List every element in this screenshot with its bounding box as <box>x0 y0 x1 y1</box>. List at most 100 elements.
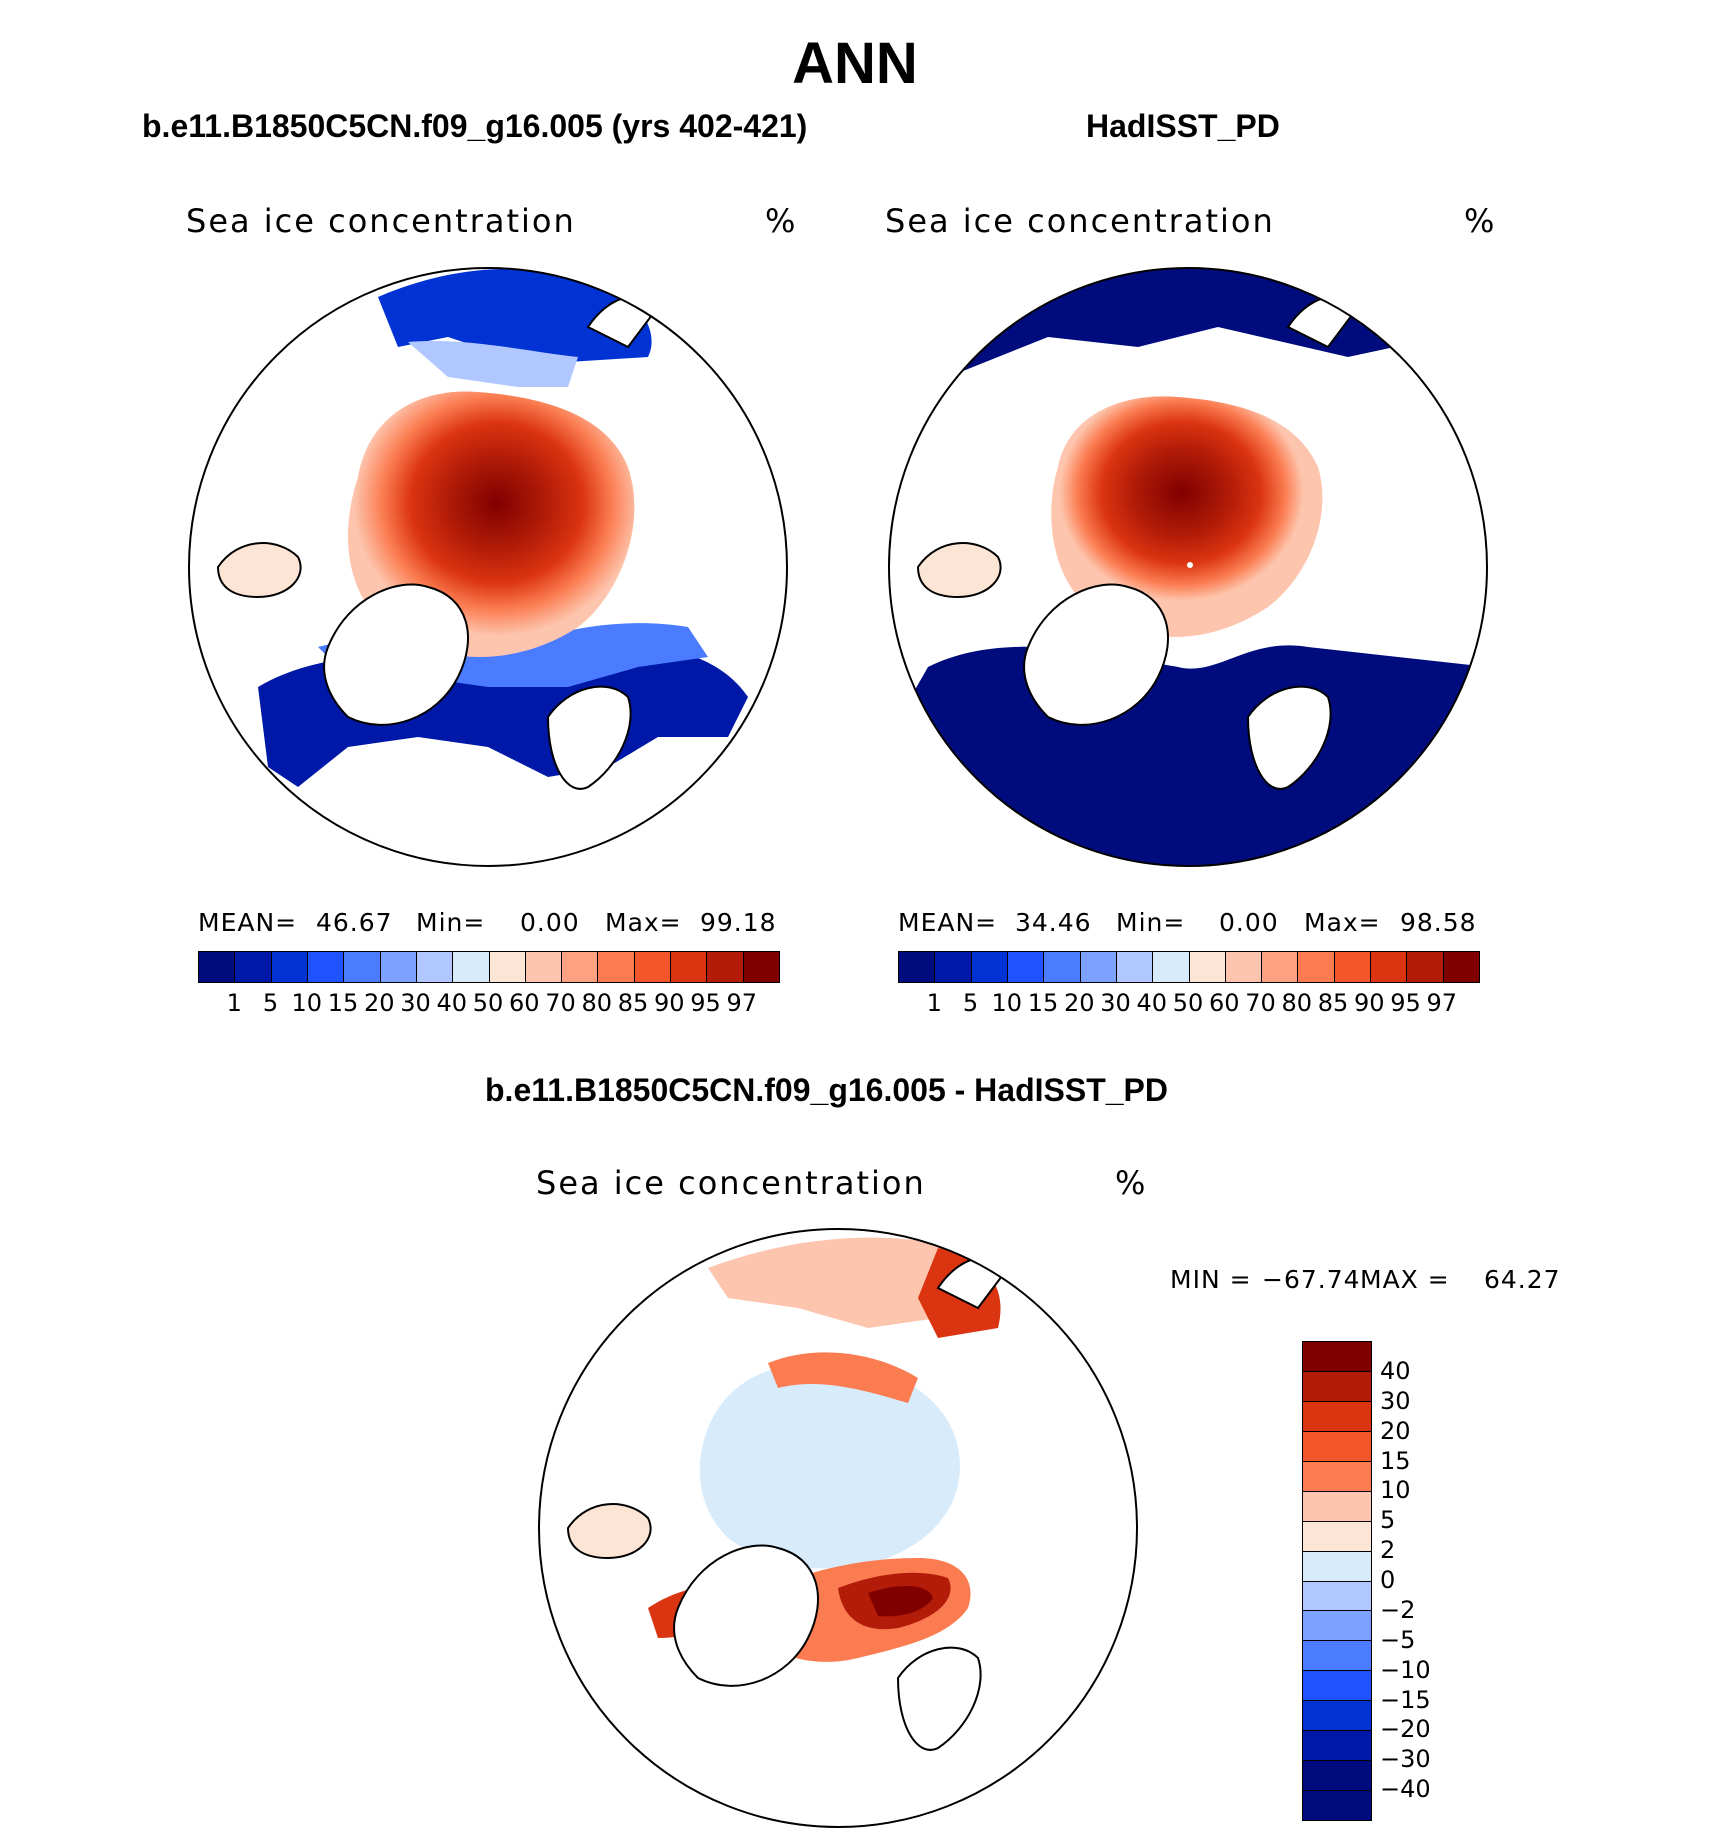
colorbar-tick-label: 70 <box>545 989 576 1017</box>
colorbar-tick-label: 50 <box>1172 989 1204 1017</box>
panel-1-mean-value: 46.67 <box>316 908 393 937</box>
colorbar-swatch <box>1303 1581 1371 1612</box>
colorbar-swatch <box>1303 1701 1371 1732</box>
colorbar-tick-label: 40 <box>436 989 468 1017</box>
panel-1-case-title: b.e11.B1850C5CN.f09_g16.005 (yrs 402-421… <box>142 108 808 144</box>
colorbar-swatch <box>743 952 779 982</box>
panel-2-units-label: % <box>1464 202 1497 240</box>
panel-2-max-value: 98.58 <box>1400 908 1477 937</box>
diff-units-label: % <box>1115 1164 1148 1202</box>
colorbar-tick-label: 20 <box>1380 1416 1411 1445</box>
colorbar-tick-label: 0 <box>1380 1566 1396 1594</box>
panel-1-variable-label: Sea ice concentration <box>186 202 576 240</box>
colorbar-swatch <box>1371 952 1408 982</box>
colorbar-tick-label: 2 <box>1380 1536 1396 1565</box>
colorbar-swatch <box>899 952 936 982</box>
panel-1-polar-map <box>188 267 788 867</box>
colorbar-swatch <box>598 952 635 982</box>
panel-2-polar-map <box>888 267 1488 867</box>
colorbar-swatch <box>1303 1641 1371 1672</box>
colorbar-tick-label: 20 <box>1063 989 1095 1017</box>
colorbar-swatch <box>1303 1491 1371 1522</box>
colorbar-tick-label: 10 <box>1380 1476 1411 1505</box>
panel-2-mean-value: 34.46 <box>1015 908 1092 937</box>
colorbar-swatch <box>1303 1731 1371 1762</box>
panel-2-max-label: Max= <box>1304 908 1381 937</box>
colorbar-tick-label: 80 <box>581 989 613 1017</box>
colorbar-swatch <box>416 952 454 982</box>
colorbar-tick-label: 40 <box>1136 989 1168 1017</box>
panel-2-variable-label: Sea ice concentration <box>885 202 1275 240</box>
colorbar-swatch <box>307 952 345 982</box>
colorbar-swatch <box>1303 1791 1371 1820</box>
colorbar-tick-label: 60 <box>508 989 540 1017</box>
colorbar-tick-label: 1 <box>226 989 242 1017</box>
colorbar-tick-label: 90 <box>653 989 685 1017</box>
figure-title: ANN <box>792 31 918 96</box>
colorbar-tick-label: 10 <box>991 989 1023 1017</box>
colorbar-tick-label: 95 <box>1390 989 1421 1017</box>
panel-2-mean-label: MEAN= <box>898 908 998 937</box>
colorbar-tick-label: −40 <box>1380 1775 1431 1804</box>
diff-colorbar <box>1302 1341 1372 1821</box>
colorbar-swatch <box>489 952 526 982</box>
colorbar-swatch <box>453 952 490 982</box>
diff-variable-label: Sea ice concentration <box>536 1164 926 1202</box>
panel-1-max-label: Max= <box>605 908 682 937</box>
colorbar-swatch <box>525 952 563 982</box>
panel-2-colorbar <box>898 951 1480 983</box>
colorbar-swatch <box>1334 952 1372 982</box>
panel-1-colorbar <box>198 951 780 983</box>
colorbar-swatch <box>1189 952 1226 982</box>
colorbar-swatch <box>1116 952 1154 982</box>
colorbar-swatch <box>1303 1611 1371 1642</box>
colorbar-tick-label: 10 <box>291 989 323 1017</box>
diff-max-value: 64.27 <box>1484 1265 1561 1294</box>
diff-min-value: −67.74 <box>1262 1265 1361 1294</box>
colorbar-swatch <box>1303 1551 1371 1582</box>
colorbar-tick-label: −5 <box>1380 1625 1416 1654</box>
colorbar-swatch <box>1303 1401 1371 1432</box>
colorbar-swatch <box>1443 952 1479 982</box>
colorbar-tick-label: 95 <box>690 989 721 1017</box>
colorbar-tick-label: 5 <box>962 989 979 1017</box>
colorbar-swatch <box>1298 952 1335 982</box>
colorbar-swatch <box>935 952 972 982</box>
colorbar-tick-label: −10 <box>1380 1655 1431 1684</box>
colorbar-swatch <box>1303 1461 1371 1492</box>
colorbar-tick-label: 15 <box>1380 1446 1411 1475</box>
colorbar-tick-label: −30 <box>1380 1745 1431 1774</box>
colorbar-swatch <box>1153 952 1190 982</box>
panel-1-max-value: 99.18 <box>700 908 777 937</box>
colorbar-swatch <box>344 952 381 982</box>
colorbar-swatch <box>1262 952 1299 982</box>
diff-case-title: b.e11.B1850C5CN.f09_g16.005 - HadISST_PD <box>485 1072 1168 1108</box>
panel-1-min-value: 0.00 <box>520 908 580 937</box>
colorbar-tick-label: 90 <box>1353 989 1385 1017</box>
colorbar-tick-label: 85 <box>1317 989 1349 1017</box>
panel-1-units-label: % <box>765 202 798 240</box>
colorbar-swatch <box>671 952 708 982</box>
colorbar-tick-label: 30 <box>1100 989 1131 1017</box>
colorbar-tick-label: 97 <box>726 989 758 1017</box>
colorbar-swatch <box>1007 952 1045 982</box>
colorbar-tick-label: 85 <box>617 989 649 1017</box>
colorbar-tick-label: 40 <box>1380 1356 1411 1385</box>
colorbar-swatch <box>562 952 599 982</box>
panel-2-min-label: Min= <box>1116 908 1186 937</box>
colorbar-tick-label: 5 <box>1380 1506 1396 1535</box>
colorbar-swatch <box>199 952 236 982</box>
panel-2-min-value: 0.00 <box>1219 908 1279 937</box>
colorbar-swatch <box>271 952 308 982</box>
colorbar-tick-label: 5 <box>262 989 279 1017</box>
panel-1-min-label: Min= <box>416 908 486 937</box>
diff-max-label: MAX = <box>1360 1265 1450 1294</box>
colorbar-swatch <box>1080 952 1117 982</box>
colorbar-swatch <box>235 952 272 982</box>
colorbar-tick-label: 30 <box>1380 1386 1411 1415</box>
colorbar-swatch <box>1303 1521 1371 1552</box>
colorbar-swatch <box>634 952 672 982</box>
colorbar-swatch <box>380 952 417 982</box>
colorbar-swatch <box>1303 1761 1371 1792</box>
diff-polar-map <box>538 1228 1138 1828</box>
